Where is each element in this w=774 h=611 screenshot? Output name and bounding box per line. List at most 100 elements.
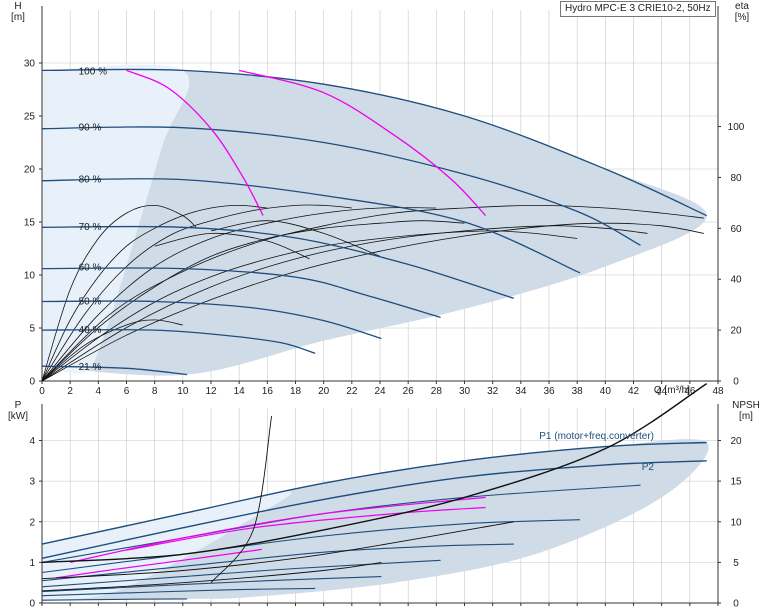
y2-tick-label: 10 bbox=[730, 517, 742, 528]
y-tick-label: 20 bbox=[24, 165, 36, 176]
power-curve bbox=[41, 587, 316, 597]
x-tick-label: 28 bbox=[431, 386, 443, 397]
y2-tick-label: 15 bbox=[730, 477, 742, 488]
x-tick-label: 34 bbox=[515, 386, 527, 397]
y2-axis-unit-npsh: [m] bbox=[739, 411, 753, 422]
x-tick-label: 44 bbox=[656, 386, 668, 397]
y2-tick-label: 0 bbox=[733, 599, 739, 610]
efficiency-curve bbox=[41, 230, 578, 382]
speed-label: 100 % bbox=[79, 66, 107, 77]
head-curve bbox=[41, 126, 641, 246]
x-tick-label: 8 bbox=[152, 386, 158, 397]
y2-axis-label-npsh: NPSH bbox=[732, 400, 760, 411]
efficiency-curve bbox=[41, 319, 183, 382]
chart-title: Hydro MPC-E 3 CRIE10-2, 50Hz bbox=[560, 1, 716, 17]
npsh-curve bbox=[41, 383, 708, 564]
p1-curve bbox=[41, 441, 707, 545]
speed-label: 70 % bbox=[79, 222, 102, 233]
y-tick-label: 25 bbox=[24, 112, 36, 123]
y2-tick-label: 0 bbox=[733, 377, 739, 388]
y-axis-unit-h: [m] bbox=[11, 12, 25, 23]
y-tick-label: 4 bbox=[29, 436, 35, 447]
power-curve bbox=[41, 543, 514, 582]
npsh-curve-thin bbox=[41, 561, 382, 592]
y2-tick-label: 40 bbox=[730, 275, 742, 286]
bep-line bbox=[126, 69, 264, 216]
npsh-curve-thin bbox=[41, 521, 514, 580]
efficiency-curve bbox=[154, 232, 310, 260]
efficiency-curve bbox=[41, 222, 704, 382]
y-axis-label-p: P bbox=[15, 400, 22, 411]
x-tick-label: 14 bbox=[234, 386, 246, 397]
efficiency-curve bbox=[41, 220, 465, 382]
x-axis-label-q: Q [m³/h] bbox=[654, 385, 690, 396]
y2-tick-label: 20 bbox=[730, 436, 742, 447]
y2-axis-label-eta: eta bbox=[735, 1, 749, 12]
x-tick-label: 26 bbox=[403, 386, 415, 397]
x-tick-label: 2 bbox=[67, 386, 73, 397]
head-curve bbox=[41, 300, 382, 340]
x-tick-label: 30 bbox=[459, 386, 471, 397]
y2-tick-label: 100 bbox=[728, 122, 745, 133]
x-tick-label: 16 bbox=[262, 386, 274, 397]
x-tick-label: 48 bbox=[712, 386, 724, 397]
head-curve bbox=[41, 225, 514, 299]
bep-power-line bbox=[56, 548, 262, 579]
x-tick-label: 46 bbox=[684, 386, 696, 397]
x-tick-label: 42 bbox=[628, 386, 640, 397]
x-tick-label: 36 bbox=[543, 386, 555, 397]
bep-power-line bbox=[70, 496, 486, 563]
bep-power-line bbox=[126, 506, 486, 551]
head-curve bbox=[41, 329, 316, 355]
x-tick-label: 6 bbox=[124, 386, 130, 397]
x-tick-label: 10 bbox=[177, 386, 189, 397]
efficiency-curve bbox=[41, 204, 268, 382]
y-axis-label-h: H bbox=[14, 1, 21, 12]
y-tick-label: 10 bbox=[24, 271, 36, 282]
x-tick-label: 38 bbox=[572, 386, 584, 397]
y-tick-label: 0 bbox=[29, 599, 35, 610]
x-tick-label: 32 bbox=[487, 386, 499, 397]
series-label-p2: P2 bbox=[642, 462, 655, 473]
power-curve bbox=[41, 559, 441, 588]
head-curve bbox=[41, 267, 441, 319]
y-tick-label: 30 bbox=[24, 59, 36, 70]
operating-region bbox=[42, 69, 707, 376]
p2-curve bbox=[41, 460, 707, 559]
speed-label: 40 % bbox=[79, 325, 102, 336]
y-tick-label: 1 bbox=[29, 558, 35, 569]
head-curve bbox=[41, 365, 188, 376]
npsh-curve-thin bbox=[210, 416, 273, 583]
y2-tick-label: 5 bbox=[733, 558, 739, 569]
y2-axis-unit-eta: [%] bbox=[735, 12, 750, 23]
head-curve bbox=[41, 178, 581, 274]
series-label-p1: P1 (motor+freq.converter) bbox=[539, 431, 654, 442]
power-curve bbox=[41, 576, 382, 593]
low-flow-region bbox=[42, 64, 190, 374]
x-tick-label: 24 bbox=[374, 386, 386, 397]
bep-line bbox=[239, 69, 487, 217]
y-tick-label: 3 bbox=[29, 477, 35, 488]
y-axis-unit-p: [kW] bbox=[8, 411, 28, 422]
efficiency-curve bbox=[41, 204, 704, 382]
efficiency-curve bbox=[41, 204, 352, 382]
power-curve bbox=[41, 598, 188, 601]
efficiency-curve bbox=[41, 225, 648, 382]
y2-tick-label: 80 bbox=[730, 173, 742, 184]
speed-label: 80 % bbox=[79, 175, 102, 186]
x-tick-label: 0 bbox=[39, 386, 45, 397]
speed-label: 50 % bbox=[79, 296, 102, 307]
y2-tick-label: 20 bbox=[730, 326, 742, 337]
x-tick-label: 20 bbox=[318, 386, 330, 397]
x-tick-label: 4 bbox=[96, 386, 102, 397]
x-tick-label: 40 bbox=[600, 386, 612, 397]
power-curve bbox=[41, 519, 581, 574]
y-tick-label: 0 bbox=[29, 377, 35, 388]
speed-label: 60 % bbox=[79, 263, 102, 274]
head-curve bbox=[41, 68, 707, 217]
x-tick-label: 18 bbox=[290, 386, 302, 397]
efficiency-curve bbox=[210, 220, 381, 257]
